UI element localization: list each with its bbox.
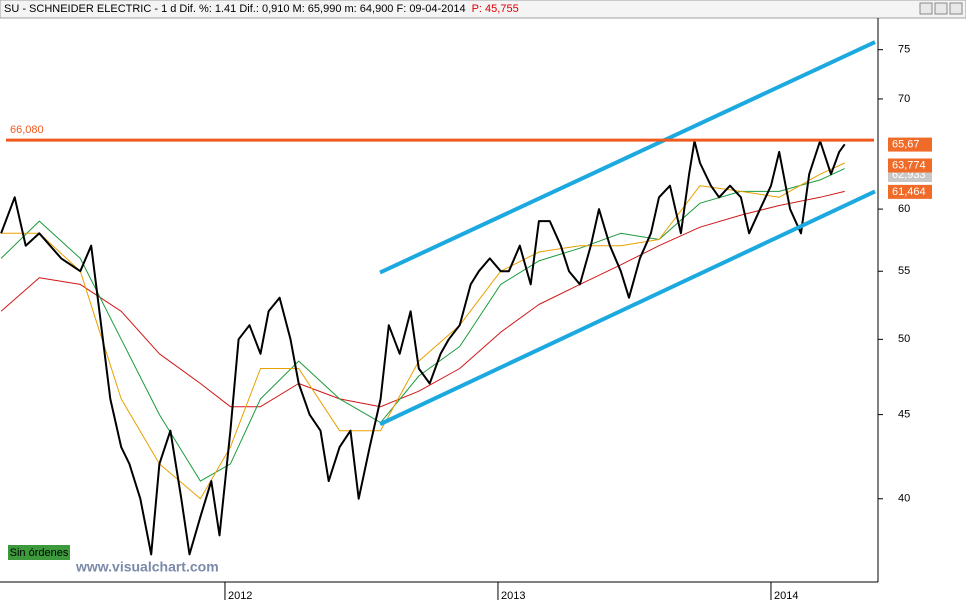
price-label-box xyxy=(888,158,932,173)
series-line xyxy=(0,140,846,556)
x-tick-label: 2013 xyxy=(501,590,525,602)
price-label: 63,774 xyxy=(892,159,926,171)
price-label: 65,67 xyxy=(892,138,920,150)
y-tick-label: 40 xyxy=(898,493,910,505)
x-tick-label: 2012 xyxy=(228,590,252,602)
resistance-label: 66,080 xyxy=(10,124,44,136)
minimize-button[interactable] xyxy=(919,2,933,15)
watermark: www.visualchart.com xyxy=(75,559,219,575)
series-line xyxy=(0,190,845,408)
header-bar xyxy=(0,0,966,19)
chart-title: SU - SCHNEIDER ELECTRIC - 1 d Dif. %: 1.… xyxy=(4,3,519,15)
series-line xyxy=(1,162,845,500)
series-line xyxy=(0,168,845,482)
title-text: SU - SCHNEIDER ELECTRIC - 1 d Dif. %: 1.… xyxy=(4,3,466,15)
status-box xyxy=(8,545,70,560)
y-tick-label: 60 xyxy=(898,203,910,215)
close-button[interactable] xyxy=(949,2,963,15)
x-tick-label: 2014 xyxy=(774,590,798,602)
y-tick-label: 45 xyxy=(898,409,910,421)
title-price: P: 45,755 xyxy=(472,3,519,15)
price-label-box xyxy=(888,137,932,152)
channel-line xyxy=(379,189,876,427)
maximize-button[interactable] xyxy=(934,2,948,15)
price-label-box xyxy=(888,184,932,199)
channel-line xyxy=(379,40,876,275)
y-tick-label: 55 xyxy=(898,265,910,277)
plot-area xyxy=(0,40,876,556)
window-buttons xyxy=(919,2,963,15)
price-label: 61,464 xyxy=(892,186,926,198)
y-tick-label: 75 xyxy=(898,44,910,56)
status-text: Sin órdenes xyxy=(10,547,69,559)
y-tick-label: 70 xyxy=(898,93,910,105)
y-tick-label: 50 xyxy=(898,333,910,345)
